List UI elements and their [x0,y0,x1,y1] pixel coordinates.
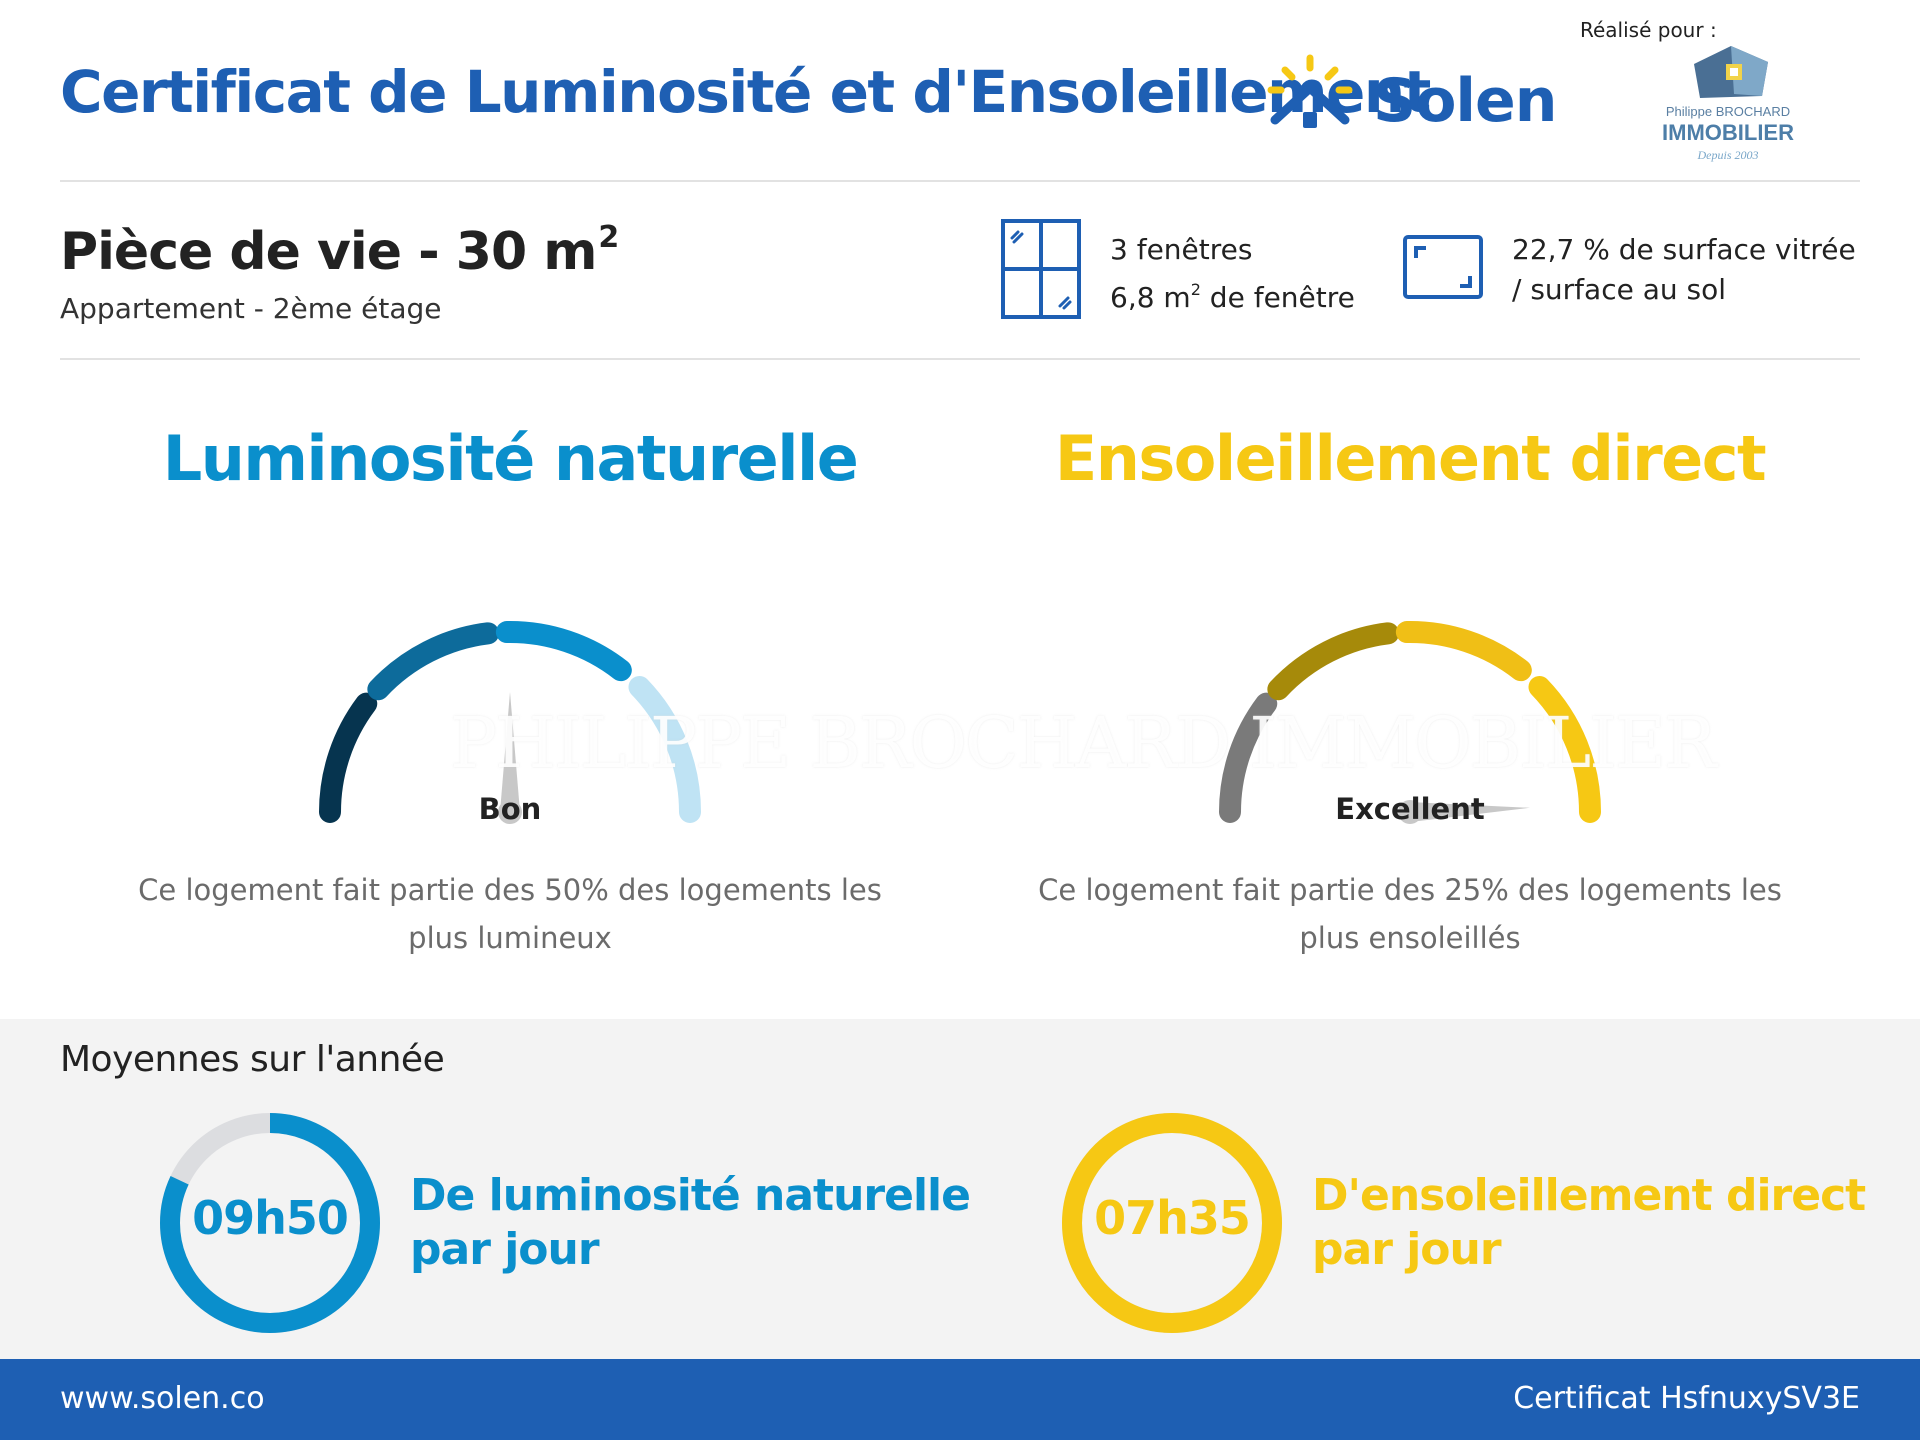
glazed-ratio-line1: 22,7 % de surface vitrée [1512,233,1856,266]
ensoleillement-gauge-segment-1 [1219,692,1278,823]
luminosite-gauge-segment-2 [367,622,500,701]
solen-logo: Solen [1265,48,1605,138]
ensoleillement-gauge-hub [1398,800,1422,824]
luminosite-gauge-block: Luminosité naturelle Bon Ce logement fai… [60,362,960,1018]
agency-logo: Philippe BROCHARD IMMOBILIER Depuis 2003 [1648,44,1808,169]
ensoleillement-description: Ce logement fait partie des 25% des loge… [1038,873,1782,955]
solen-brand-name: Solen [1373,66,1557,136]
room-title-exponent: 2 [598,220,619,255]
window-icon [1001,219,1081,319]
luminosite-gauge-segment-4 [628,675,701,823]
ensoleillement-ring-progress [1062,1113,1282,1333]
ensoleillement-gauge-needle [1409,802,1530,822]
luminosite-description: Ce logement fait partie des 50% des loge… [138,873,882,955]
watermark: PHILIPPE BROCHARD IMMOBILIER [450,702,1717,784]
agency-name-big: IMMOBILIER [1662,120,1794,145]
windows-info: 3 fenêtres 6,8 m2 de fenêtre [1110,230,1355,318]
ensoleillement-gauge-segment-3 [1395,621,1532,682]
luminosite-ring-chart [160,1113,380,1333]
footer-url-link[interactable]: www.solen.co [60,1381,265,1416]
gauges-section: Luminosité naturelle Bon Ce logement fai… [0,362,1920,1018]
luminosite-gauge-segment-3 [495,621,632,682]
ensoleillement-gauge-segment-4 [1528,675,1601,823]
glazed-ratio-info: 22,7 % de surface vitrée / surface au so… [1512,230,1856,310]
luminosite-gauge-segment-1 [319,692,378,823]
footer: www.solen.co Certificat HsfnuxySV3E [0,1359,1920,1440]
ensoleillement-average-label: D'ensoleillement direct par jour [1312,1170,1866,1275]
sun-house-icon [1267,54,1353,128]
ensoleillement-gauge-block: Ensoleillement direct Excellent Ce logem… [960,362,1860,1018]
header: Certificat de Luminosité et d'Ensoleille… [60,0,1860,182]
ensoleillement-gauge-segment-2 [1267,622,1400,701]
averages-title: Moyennes sur l'année [60,1039,445,1080]
room-title: Pièce de vie - 30 m2 [60,220,619,282]
luminosite-average-label: De luminosité naturelle par jour [410,1170,971,1275]
ensoleillement-level: Excellent [1335,792,1485,826]
luminosite-ring-progress [160,1113,380,1333]
agency-name-small: Philippe BROCHARD [1665,104,1791,119]
luminosite-gauge-hub [498,800,522,824]
ensoleillement-ring-chart [1062,1113,1282,1333]
certificate-id: Certificat HsfnuxySV3E [1513,1381,1860,1416]
room-subtitle: Appartement - 2ème étage [60,292,442,325]
luminosite-gauge [319,621,701,824]
luminosite-average-value: 09h50 [192,1191,349,1245]
agency-since: Depuis 2003 [1697,148,1759,162]
luminosite-ring: 09h50 [158,1111,382,1335]
luminosite-level: Bon [478,792,542,826]
room-title-text: Pièce de vie - 30 m [60,222,597,282]
floor-surface-icon [1403,235,1483,299]
ensoleillement-ring: 07h35 [1060,1111,1284,1335]
luminosite-gauge-needle [500,692,520,812]
agency-house-icon [1694,46,1768,98]
windows-area: 6,8 m2 de fenêtre [1110,280,1355,314]
averages-section: Moyennes sur l'année 09h50 De luminosité… [0,1019,1920,1359]
glazed-ratio-line2: / surface au sol [1512,273,1727,306]
windows-count: 3 fenêtres [1110,233,1253,266]
ensoleillement-average-value: 07h35 [1094,1191,1251,1245]
ensoleillement-gauge [1219,621,1601,824]
ensoleillement-title: Ensoleillement direct [1054,422,1767,495]
realise-pour-label: Réalisé pour : [1580,18,1717,42]
room-info: Pièce de vie - 30 m2 Appartement - 2ème … [60,184,1860,360]
luminosite-title: Luminosité naturelle [162,422,859,495]
page-title: Certificat de Luminosité et d'Ensoleille… [60,58,1431,126]
